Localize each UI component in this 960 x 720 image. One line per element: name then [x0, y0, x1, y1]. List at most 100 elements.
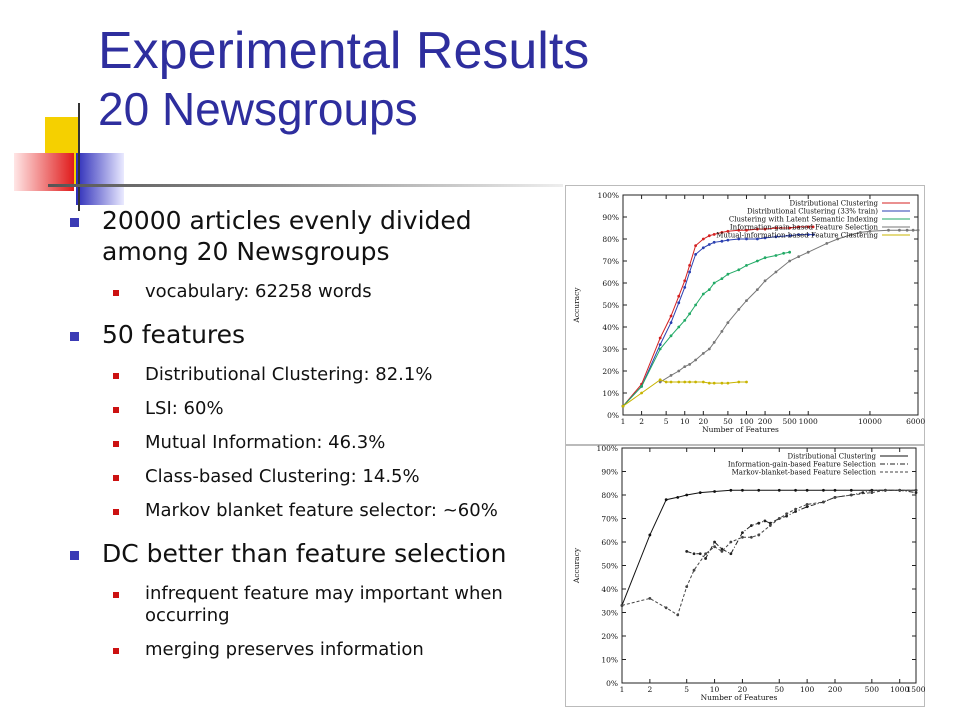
series-1-point-15	[805, 505, 809, 509]
x-tick-label-3: 10	[680, 417, 690, 426]
series-2-point-7	[713, 545, 716, 549]
x-tick-label-0: 1	[620, 685, 625, 694]
series-4-point-15	[745, 380, 748, 384]
x-axis-label: Number of Features	[702, 425, 779, 434]
series-3-point-10	[726, 321, 730, 324]
series-0-point-9	[757, 488, 761, 492]
series-3-point-15	[774, 270, 778, 274]
series-0-point-7	[729, 488, 733, 492]
series-0-point-5	[698, 491, 702, 495]
series-0-point-15	[849, 488, 853, 492]
series-3-point-3	[683, 365, 687, 368]
series-2-point-17	[774, 254, 778, 257]
sub-bullet-infrequent: infrequent feature may important when oc…	[113, 583, 530, 627]
x-tick-label-4: 20	[699, 417, 709, 426]
series-2-point-23	[898, 488, 902, 492]
x-axis-label: Number of Features	[701, 693, 778, 702]
series-1-point-5	[720, 547, 724, 551]
series-4-point-8	[694, 380, 698, 384]
series-3-point-17	[797, 255, 801, 258]
series-2-point-3	[676, 613, 680, 617]
y-tick-label-6: 60%	[601, 538, 618, 547]
series-4-point-2	[658, 378, 662, 382]
series-2-point-20	[849, 493, 853, 497]
series-1-point-8	[701, 246, 705, 250]
y-tick-label-0: 0%	[607, 411, 619, 420]
series-2-point-19	[833, 495, 837, 499]
bullet-list: 20000 articles evenly divided among 20 N…	[70, 205, 530, 673]
y-tick-label-4: 40%	[602, 323, 619, 332]
y-tick-label-7: 70%	[602, 257, 619, 266]
series-1-point-4	[677, 301, 681, 305]
x-tick-label-7: 200	[828, 685, 843, 694]
series-1-point-15	[755, 237, 759, 241]
series-3-point-5	[694, 358, 698, 362]
decor-vertical-line	[78, 103, 80, 211]
legend-label-1: Distributional Clustering (33% train)	[747, 208, 878, 216]
series-1-point-14	[745, 237, 748, 241]
page-title: Experimental Results 20 Newsgroups	[98, 22, 589, 138]
series-2-point-19	[788, 250, 792, 254]
series-0-point-16	[763, 227, 767, 231]
series-0-point-3	[676, 495, 680, 499]
series-1-point-16	[763, 236, 767, 240]
x-tick-label-1: 2	[647, 685, 652, 694]
bullet-articles: 20000 articles evenly divided among 20 N…	[70, 205, 530, 267]
title-line-2: 20 Newsgroups	[98, 83, 418, 135]
chart-top: 0% 10% 20% 30% 40% 50% 60% 70% 80% 90% 100% 1 2 5 10 20…	[565, 185, 925, 445]
series-3-point-19	[825, 242, 829, 245]
series-2-point-18	[782, 251, 786, 255]
series-1-point-18	[788, 234, 792, 238]
series-2-point-1	[640, 385, 643, 388]
y-tick-label-0: 0%	[606, 679, 618, 688]
x-tick-label-5: 50	[774, 685, 784, 694]
series-0-point-13	[822, 488, 825, 492]
series-3-point-14	[763, 279, 767, 283]
series-1-point-5	[683, 286, 687, 289]
series-2-point-6	[688, 312, 692, 316]
series-1-point-1	[692, 552, 696, 556]
x-tick-label-5: 50	[723, 417, 733, 426]
series-3-point-13	[755, 288, 759, 291]
y-tick-label-1: 10%	[602, 389, 619, 398]
series-4-point-12	[720, 381, 724, 385]
series-2-point-15	[755, 259, 759, 263]
series-2-point-11	[720, 277, 724, 280]
series-2-point-13	[737, 268, 741, 272]
y-axis-label: Accuracy	[572, 287, 581, 324]
series-0-point-14	[745, 228, 748, 232]
series-4-point-6	[683, 380, 687, 384]
series-4-point-1	[640, 391, 643, 395]
y-axis-label: Accuracy	[572, 547, 581, 584]
series-0-point-1	[648, 533, 652, 537]
series-2-point-11	[750, 535, 753, 539]
series-2-point-0	[620, 604, 624, 607]
legend-label-1: Information-gain-based Feature Selection	[728, 461, 877, 469]
y-tick-label-10: 100%	[597, 445, 618, 453]
legend-label-0: Distributional Clustering	[788, 453, 877, 461]
series-2-point-12	[757, 533, 761, 537]
series-0-point-19	[797, 225, 801, 229]
legend-label-3: Information-gain-based Feature Selection	[730, 224, 879, 232]
series-1-point-13	[737, 237, 741, 241]
series-3-point-20	[836, 237, 840, 241]
y-tick-label-7: 70%	[601, 515, 618, 524]
series-3-point-2	[677, 369, 681, 373]
series-line-1	[622, 234, 814, 407]
y-tick-label-9: 90%	[601, 468, 618, 477]
series-0-point-12	[726, 229, 730, 233]
series-2-point-4	[685, 585, 689, 589]
series-3-point-12	[745, 299, 748, 302]
series-1-point-6	[688, 270, 692, 274]
series-1-point-2	[658, 343, 662, 346]
series-0-point-7	[694, 244, 698, 247]
series-3-point-0	[658, 380, 662, 384]
series-4-point-3	[664, 380, 668, 384]
series-4-point-7	[688, 380, 692, 384]
series-1-point-9	[757, 521, 761, 525]
series-1-point-14	[794, 510, 797, 513]
series-1-point-3	[669, 321, 673, 324]
series-2-point-18	[822, 500, 825, 504]
series-3-point-7	[707, 347, 711, 351]
series-4-point-0	[621, 404, 625, 408]
